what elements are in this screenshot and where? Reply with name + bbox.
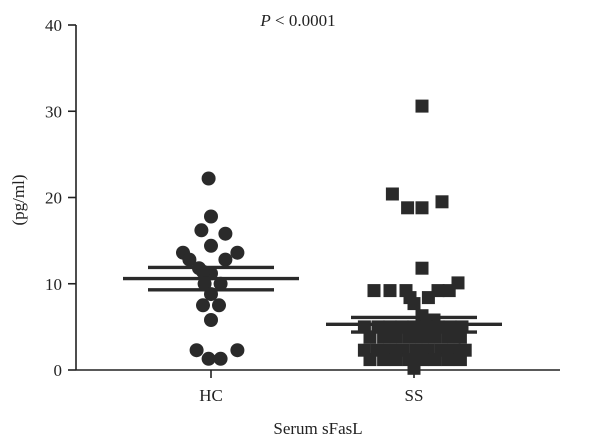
stat-lines (123, 265, 502, 334)
hc-data-point (218, 226, 233, 241)
hc-data-point (204, 209, 218, 224)
hc-data-point (218, 252, 233, 267)
hc-data-point (230, 245, 245, 260)
ss-data-point (441, 353, 455, 367)
p-value-text: < 0.0001 (271, 11, 336, 30)
x-category-label-ss: SS (405, 386, 424, 405)
ss-data-point (407, 361, 421, 375)
ss-data-point (389, 330, 403, 344)
x-axis-title: Serum sFasL (273, 419, 362, 438)
hc-data-point (194, 223, 209, 238)
ss-data-point (377, 353, 391, 367)
ss-data-point (428, 330, 442, 344)
ss-data-point (401, 201, 415, 215)
ss-data-point (415, 261, 429, 275)
hc-data-point (201, 171, 216, 186)
hc-data-point (201, 351, 216, 366)
hc-data-point (212, 298, 226, 313)
ss-data-point (363, 330, 377, 344)
ss-data-point (453, 330, 467, 344)
ss-data-point (435, 195, 449, 209)
ss-data-point (402, 330, 416, 344)
hc-data-point (204, 313, 218, 327)
y-tick-label: 0 (54, 361, 63, 380)
ss-data-point (442, 284, 456, 298)
ss-data-point (421, 291, 435, 305)
y-axis-title: (pg/ml) (9, 175, 28, 226)
y-tick-label: 10 (45, 275, 62, 294)
y-tick-label: 40 (45, 16, 62, 35)
ss-data-point (363, 353, 377, 367)
hc-data-point (182, 252, 197, 267)
y-tick-label: 30 (45, 102, 62, 121)
hc-data-point (230, 343, 245, 358)
ss-data-point (415, 201, 429, 215)
p-value-symbol: P (259, 11, 270, 30)
x-category-label-hc: HC (199, 386, 223, 405)
ss-data-point (428, 353, 442, 367)
ss-data-point (415, 330, 429, 344)
hc-data-point (213, 351, 228, 366)
hc-data-point (204, 238, 218, 253)
ss-data-point (453, 353, 467, 367)
ss-data-point (385, 187, 399, 201)
ss-data-point (407, 297, 421, 311)
hc-data-point (189, 343, 204, 358)
y-tick-label: 20 (45, 189, 62, 208)
x-axis-ticks: HC SS (199, 370, 423, 405)
ss-data-point (377, 330, 391, 344)
ss-data-point (415, 99, 429, 113)
hc-data-point (196, 298, 210, 313)
p-value-annotation: P < 0.0001 (259, 11, 335, 30)
ss-data-point (389, 353, 403, 367)
ss-data-point (383, 284, 397, 298)
y-axis-ticks: 0 10 20 30 40 (45, 16, 76, 380)
ss-data-point (367, 284, 381, 298)
ss-data-point (441, 330, 455, 344)
